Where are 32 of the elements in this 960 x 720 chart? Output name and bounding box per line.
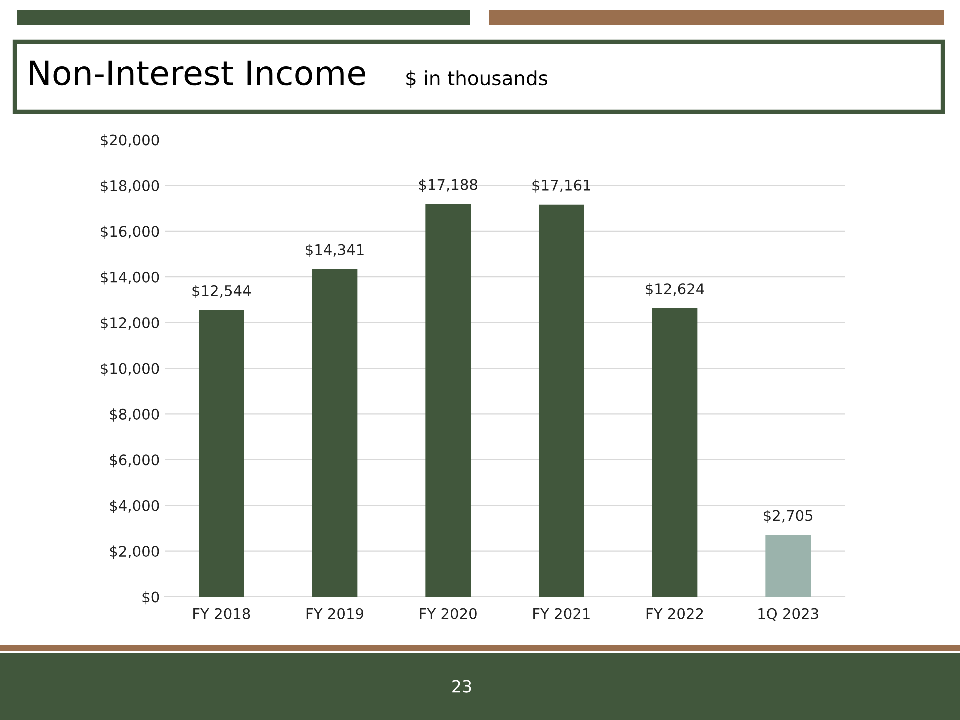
x-tick-label: FY 2021 — [534, 608, 590, 620]
y-tick-label: $18,000 — [101, 180, 160, 194]
data-label: $12,624 — [646, 283, 704, 297]
bar — [199, 310, 244, 597]
bar — [539, 204, 584, 597]
chart-subtitle: $ in thousands — [406, 70, 548, 88]
bar — [652, 308, 698, 597]
data-label: $14,341 — [306, 244, 364, 258]
data-label: $2,705 — [764, 510, 813, 524]
y-tick-label: $10,000 — [101, 362, 160, 376]
y-tick-label: $0 — [142, 591, 160, 605]
y-tick-label: $6,000 — [110, 454, 160, 468]
x-tick-label: FY 2022 — [646, 608, 704, 620]
y-tick-label: $14,000 — [101, 272, 160, 285]
x-tick-label: FY 2018 — [194, 608, 250, 620]
bar — [766, 535, 811, 597]
bar — [312, 269, 358, 597]
data-label: $12,544 — [192, 285, 251, 298]
y-tick-label: $4,000 — [110, 500, 160, 514]
y-tick-label: $16,000 — [101, 226, 160, 240]
x-tick-label: 1Q 2023 — [758, 608, 818, 622]
chart-title: Non-Interest Income — [30, 60, 366, 86]
x-tick-label: FY 2020 — [420, 608, 477, 620]
text: 23 — [452, 680, 472, 693]
data-label: $17,161 — [532, 180, 590, 193]
x-tick-label: FY 2019 — [306, 608, 364, 620]
bar — [426, 204, 471, 597]
y-tick-label: $2,000 — [110, 546, 160, 559]
y-tick-label: $20,000 — [101, 134, 160, 148]
y-tick-label: $12,000 — [101, 317, 160, 330]
data-label: $17,188 — [419, 179, 478, 192]
y-tick-label: $8,000 — [110, 408, 160, 422]
